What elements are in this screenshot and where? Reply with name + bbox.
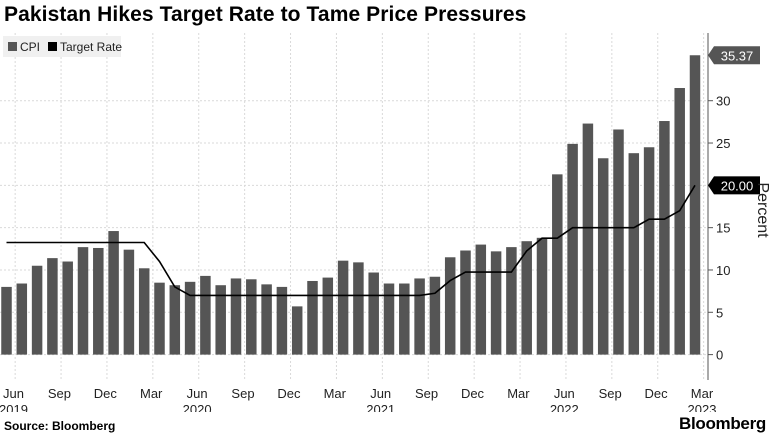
cpi-bar — [475, 244, 487, 355]
x-tick-month: Jun — [187, 386, 208, 401]
legend-cpi-label: CPI — [20, 40, 40, 54]
axes: 05101520253035.3720.00Jun2019SepDecMarJu… — [0, 33, 760, 412]
cpi-bar — [215, 285, 226, 355]
x-tick-month: Sep — [415, 386, 438, 401]
cpi-bar — [337, 260, 349, 355]
cpi-bar — [291, 306, 303, 355]
x-tick-year: 2021 — [366, 402, 395, 412]
y-tick-label: 15 — [716, 221, 730, 236]
bloomberg-logo: Bloomberg — [678, 414, 766, 433]
source-note: Source: Bloomberg — [4, 419, 116, 433]
cpi-bar — [138, 268, 150, 355]
cpi-bar — [582, 123, 594, 355]
legend-target-rate-swatch — [48, 42, 57, 51]
cpi-bar — [368, 272, 379, 355]
target-rate-last-value-pointer — [708, 176, 714, 195]
cpi-bar — [414, 278, 425, 355]
x-tick-year: 2019 — [0, 402, 28, 412]
cpi-bar — [47, 258, 58, 355]
x-tick-month: Sep — [231, 386, 254, 401]
cpi-bar — [108, 231, 119, 355]
x-tick-month: Dec — [94, 386, 118, 401]
cpi-bar — [628, 153, 640, 355]
cpi-bar — [613, 129, 624, 355]
cpi-bar — [31, 265, 43, 355]
cpi-bar — [460, 250, 471, 355]
chart-title: Pakistan Hikes Target Rate to Tame Price… — [4, 3, 527, 26]
cpi-bar — [62, 261, 73, 355]
cpi-bar — [429, 276, 441, 355]
legend-cpi-swatch — [8, 42, 17, 51]
cpi-bar — [506, 247, 517, 355]
cpi-last-value-pointer — [708, 46, 714, 65]
cpi-bar — [246, 279, 257, 355]
target-rate-last-value-box — [714, 176, 760, 195]
x-tick-month: Jun — [3, 386, 24, 401]
target-rate-last-value-label: 20.00 — [721, 178, 754, 193]
cpi-bar — [659, 121, 670, 355]
y-tick-label: 30 — [716, 94, 730, 109]
x-tick-month: Dec — [461, 386, 485, 401]
cpi-bar — [261, 284, 272, 355]
y-tick-label: 0 — [716, 348, 723, 363]
cpi-bar — [169, 285, 181, 355]
legend-target-rate-label: Target Rate — [60, 40, 122, 54]
legend-background — [3, 36, 121, 57]
cpi-bar — [399, 283, 410, 355]
cpi-bar — [567, 143, 578, 355]
cpi-last-value-box — [714, 46, 760, 65]
cpi-bar — [123, 249, 135, 355]
y-tick-label: 25 — [716, 136, 730, 151]
x-tick-year: 2023 — [688, 402, 717, 412]
x-tick-year: 2020 — [183, 402, 212, 412]
x-tick-month: Dec — [277, 386, 301, 401]
cpi-bar — [322, 277, 334, 355]
y-axis-label: Percent — [754, 182, 771, 238]
cpi-bar — [307, 280, 318, 355]
cpi-bar — [597, 158, 609, 355]
y-tick-label: 5 — [716, 305, 723, 320]
cpi-bar — [536, 237, 548, 355]
cpi-bar — [689, 55, 701, 355]
legend: CPI Target Rate — [3, 36, 122, 57]
cpi-bar — [16, 283, 28, 355]
cpi-bar — [444, 257, 456, 355]
x-tick-month: Mar — [691, 386, 714, 401]
cpi-bar — [184, 281, 196, 355]
x-tick-month: Jun — [554, 386, 575, 401]
cpi-bar — [154, 282, 165, 355]
y-tick-label: 10 — [716, 263, 730, 278]
cpi-bar — [552, 174, 563, 355]
cpi-bar — [353, 262, 364, 355]
x-tick-year: 2022 — [550, 402, 579, 412]
x-tick-month: Dec — [645, 386, 669, 401]
cpi-bar — [1, 286, 12, 355]
cpi-bar — [674, 88, 685, 355]
cpi-bar — [200, 275, 211, 355]
x-tick-month: Mar — [507, 386, 530, 401]
cpi-bar — [230, 278, 242, 355]
cpi-bar — [490, 251, 502, 355]
gridlines — [0, 33, 708, 380]
x-tick-month: Sep — [48, 386, 71, 401]
cpi-bar — [643, 147, 655, 355]
cpi-bar — [77, 247, 89, 355]
x-tick-month: Mar — [324, 386, 347, 401]
target-rate-line-group — [6, 184, 696, 297]
cpi-bars — [1, 55, 701, 355]
chart-canvas: 05101520253035.3720.00Jun2019SepDecMarJu… — [0, 33, 771, 412]
x-tick-month: Sep — [599, 386, 622, 401]
cpi-bar — [521, 241, 532, 355]
target-rate-line — [6, 184, 696, 297]
cpi-bar — [276, 286, 288, 355]
cpi-bar — [383, 283, 395, 355]
x-tick-month: Jun — [370, 386, 391, 401]
cpi-last-value-label: 35.37 — [721, 48, 754, 63]
cpi-bar — [93, 247, 104, 355]
x-tick-month: Mar — [140, 386, 163, 401]
